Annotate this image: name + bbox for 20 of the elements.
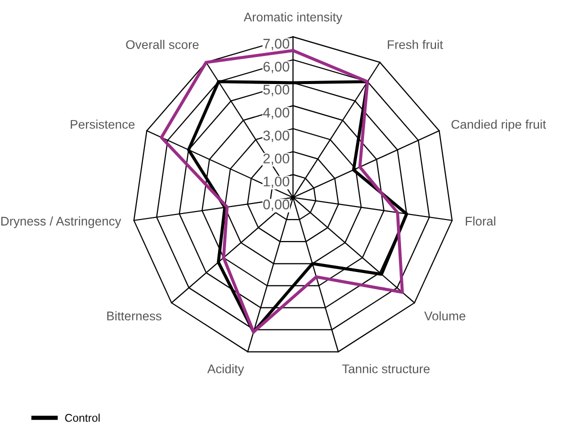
y-tick-label: 6,00 bbox=[263, 62, 290, 74]
spoke-label: Tannic structure bbox=[342, 364, 430, 374]
y-tick-label: 2,00 bbox=[263, 154, 290, 166]
y-tick-label: 7,00 bbox=[263, 38, 290, 50]
spoke-label: Bitterness bbox=[107, 311, 162, 320]
spoke-label: Floral bbox=[466, 216, 496, 226]
y-tick-label: 5,00 bbox=[263, 84, 290, 96]
spoke-label: Candied ripe fruit bbox=[452, 120, 546, 132]
spoke-label: Aromatic intensity bbox=[244, 12, 342, 24]
y-tick-label: 4,00 bbox=[263, 108, 290, 120]
spoke-label: Acidity bbox=[207, 364, 244, 376]
spoke-label: Fresh fruit bbox=[388, 40, 444, 50]
spoke-label: Volume bbox=[424, 311, 466, 320]
legend-label: Control bbox=[65, 414, 100, 422]
spoke-label: Dryness / Astringency bbox=[1, 216, 122, 228]
y-tick-label: 1,00 bbox=[264, 176, 290, 188]
y-tick-label: 3,00 bbox=[263, 130, 290, 142]
y-tick-label: 0,00 bbox=[263, 200, 290, 211]
spoke-label: Overall score bbox=[126, 40, 199, 50]
spoke-label: Persistence bbox=[70, 120, 135, 129]
